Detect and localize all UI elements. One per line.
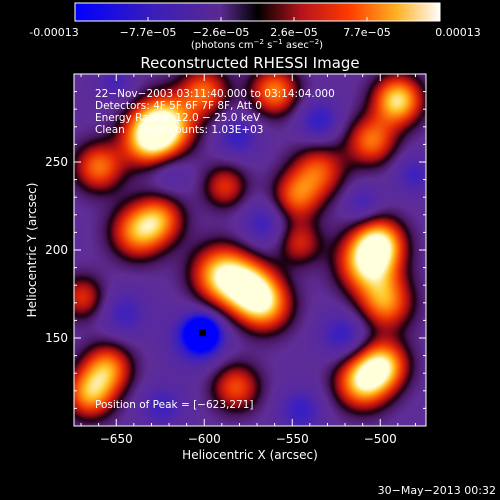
chart-title: Reconstructed RHESSI Image — [140, 54, 359, 72]
x-tick-label: −600 — [188, 432, 221, 446]
colorbar-tick-label: 2.6e−05 — [270, 26, 317, 39]
colorbar-tick-label: −7.7e−05 — [120, 26, 177, 39]
colorbar-units: (photons cm−2 s−1 asec−2) — [191, 38, 323, 51]
peak-minimum-marker — [198, 329, 206, 337]
y-tick-label: 250 — [45, 155, 68, 169]
colorbar-tick-label: 0.00013 — [435, 26, 481, 39]
y-tick-label: 200 — [45, 243, 68, 257]
annotation-peak-position: Position of Peak = [−623,271] — [95, 399, 254, 411]
y-axis: 150 200 250 — [45, 73, 426, 427]
colorbar-tick-label: −2.6e−05 — [193, 26, 250, 39]
colorbar-tick-label: 7.7e−05 — [343, 26, 390, 39]
x-tick-label: −500 — [364, 432, 397, 446]
annotation-detectors: Detectors: 4F 5F 6F 7F 8F, Att 0 — [95, 100, 262, 112]
heatmap-area — [74, 74, 426, 426]
y-tick-label: 150 — [45, 331, 68, 345]
footer-date: 30−May−2013 00:32 — [377, 484, 496, 497]
annotation-total-counts: Clean Total counts: 1.03E+03 — [95, 124, 264, 136]
x-tick-label: −550 — [276, 432, 309, 446]
x-axis: −650 −600 −550 −500 — [80, 74, 416, 446]
heatmap-image — [74, 74, 426, 426]
colorbar-tick-label: -0.00013 — [29, 26, 78, 39]
annotation-time-range: 22−Nov−2003 03:11:40.000 to 03:14:04.000 — [95, 88, 335, 100]
annotations: 22−Nov−2003 03:11:40.000 to 03:14:04.000… — [95, 88, 335, 411]
x-tick-label: −650 — [100, 432, 133, 446]
colorbar: -0.00013 −7.7e−05 −2.6e−05 2.6e−05 7.7e−… — [29, 2, 481, 51]
x-axis-label: Heliocentric X (arcsec) — [182, 448, 318, 462]
annotation-energy-range: Energy Range: 12.0 − 25.0 keV — [95, 112, 261, 124]
y-axis-label: Heliocentric Y (arcsec) — [25, 183, 39, 318]
colorbar-gradient — [74, 2, 441, 22]
